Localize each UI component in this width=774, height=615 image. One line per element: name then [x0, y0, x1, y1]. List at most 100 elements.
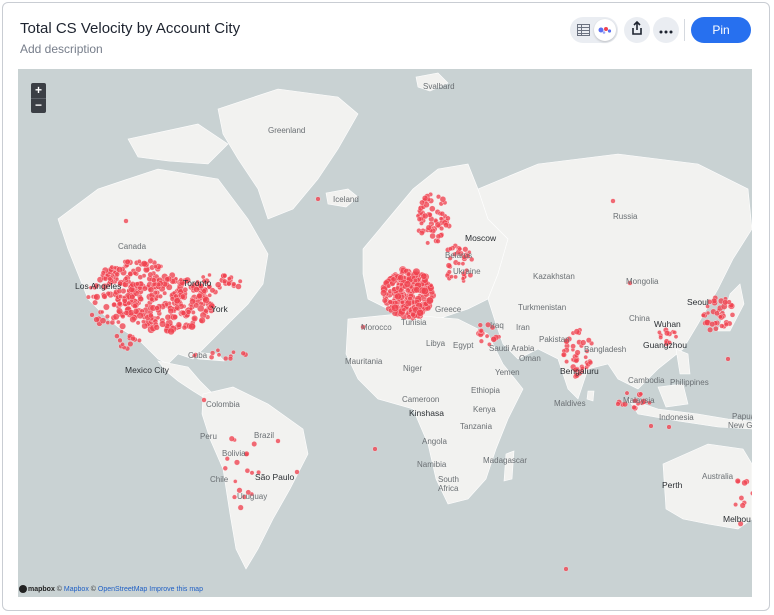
map-icon[interactable]: [594, 19, 616, 41]
city-marker[interactable]: [144, 303, 149, 308]
more-button[interactable]: [653, 17, 679, 43]
city-marker[interactable]: [610, 198, 616, 204]
city-marker[interactable]: [89, 312, 95, 318]
city-marker[interactable]: [116, 266, 123, 273]
city-marker[interactable]: [705, 310, 711, 316]
improve-map-link[interactable]: Improve this map: [149, 585, 203, 593]
city-marker[interactable]: [573, 328, 581, 335]
city-marker[interactable]: [425, 296, 434, 305]
city-marker[interactable]: [577, 371, 583, 377]
city-marker[interactable]: [381, 297, 388, 304]
city-marker[interactable]: [93, 316, 100, 323]
view-toggle[interactable]: [570, 17, 618, 43]
city-marker[interactable]: [116, 319, 121, 325]
city-marker[interactable]: [192, 353, 197, 358]
city-marker[interactable]: [92, 299, 98, 306]
city-marker[interactable]: [405, 287, 411, 294]
city-marker[interactable]: [181, 324, 188, 331]
city-marker[interactable]: [237, 504, 244, 511]
openstreetmap-link[interactable]: OpenStreetMap: [97, 585, 148, 593]
pin-button[interactable]: Pin: [691, 17, 751, 43]
city-marker[interactable]: [640, 398, 647, 405]
city-marker[interactable]: [116, 307, 123, 315]
city-marker[interactable]: [447, 255, 453, 261]
city-marker[interactable]: [235, 283, 242, 290]
city-marker[interactable]: [563, 566, 569, 572]
city-marker[interactable]: [182, 286, 189, 293]
city-marker[interactable]: [387, 299, 393, 305]
city-marker[interactable]: [425, 224, 432, 231]
city-marker[interactable]: [141, 319, 146, 324]
mapbox-logo-text[interactable]: mapbox: [28, 585, 55, 593]
city-marker[interactable]: [114, 271, 120, 277]
city-marker[interactable]: [622, 401, 628, 408]
city-marker[interactable]: [401, 307, 407, 313]
city-marker[interactable]: [436, 194, 441, 200]
city-marker[interactable]: [193, 302, 200, 309]
city-marker[interactable]: [294, 469, 300, 475]
city-marker[interactable]: [191, 315, 198, 322]
city-marker[interactable]: [429, 205, 436, 212]
city-marker[interactable]: [167, 327, 175, 336]
city-marker[interactable]: [172, 314, 178, 320]
city-marker[interactable]: [713, 325, 719, 332]
city-marker[interactable]: [119, 329, 124, 334]
city-marker[interactable]: [208, 302, 216, 310]
city-marker[interactable]: [154, 305, 160, 311]
city-marker[interactable]: [484, 333, 490, 339]
city-marker[interactable]: [136, 311, 144, 320]
city-marker[interactable]: [175, 321, 182, 328]
city-marker[interactable]: [722, 299, 729, 306]
city-marker[interactable]: [460, 261, 466, 266]
city-marker[interactable]: [150, 277, 157, 283]
city-marker[interactable]: [438, 216, 444, 221]
city-marker[interactable]: [275, 438, 281, 444]
city-marker[interactable]: [666, 424, 672, 430]
city-marker[interactable]: [584, 349, 590, 354]
city-marker[interactable]: [478, 328, 484, 334]
city-marker[interactable]: [122, 298, 128, 304]
city-marker[interactable]: [391, 303, 400, 312]
city-marker[interactable]: [673, 334, 679, 339]
city-marker[interactable]: [155, 281, 162, 288]
city-marker[interactable]: [116, 288, 123, 294]
zoom-in-button[interactable]: +: [31, 83, 46, 98]
city-marker[interactable]: [741, 479, 748, 487]
city-marker[interactable]: [243, 450, 250, 457]
city-marker[interactable]: [394, 292, 402, 301]
city-marker[interactable]: [448, 246, 453, 252]
city-marker[interactable]: [124, 258, 131, 265]
city-marker[interactable]: [198, 316, 206, 324]
city-marker[interactable]: [563, 338, 570, 345]
city-marker[interactable]: [132, 308, 140, 315]
city-marker[interactable]: [429, 232, 436, 240]
city-marker[interactable]: [723, 321, 729, 327]
city-marker[interactable]: [638, 391, 644, 397]
city-marker[interactable]: [485, 321, 492, 328]
city-marker[interactable]: [223, 355, 229, 362]
city-marker[interactable]: [215, 348, 221, 353]
city-marker[interactable]: [461, 270, 467, 277]
city-marker[interactable]: [419, 220, 424, 226]
city-marker[interactable]: [222, 273, 228, 279]
city-marker[interactable]: [439, 226, 445, 231]
city-marker[interactable]: [707, 326, 714, 333]
city-marker[interactable]: [709, 321, 716, 328]
city-marker[interactable]: [583, 354, 588, 360]
city-marker[interactable]: [103, 303, 110, 311]
city-marker[interactable]: [141, 285, 148, 292]
city-marker[interactable]: [159, 320, 167, 328]
city-marker[interactable]: [574, 349, 581, 356]
city-marker[interactable]: [714, 310, 720, 317]
city-marker[interactable]: [184, 276, 191, 284]
city-marker[interactable]: [390, 276, 397, 283]
city-marker[interactable]: [718, 314, 723, 320]
city-marker[interactable]: [147, 271, 154, 278]
city-marker[interactable]: [173, 297, 181, 305]
city-marker[interactable]: [703, 319, 711, 326]
city-marker[interactable]: [439, 211, 445, 217]
city-marker[interactable]: [456, 261, 461, 266]
city-marker[interactable]: [196, 292, 203, 300]
city-marker[interactable]: [443, 222, 449, 228]
city-marker[interactable]: [227, 356, 234, 362]
